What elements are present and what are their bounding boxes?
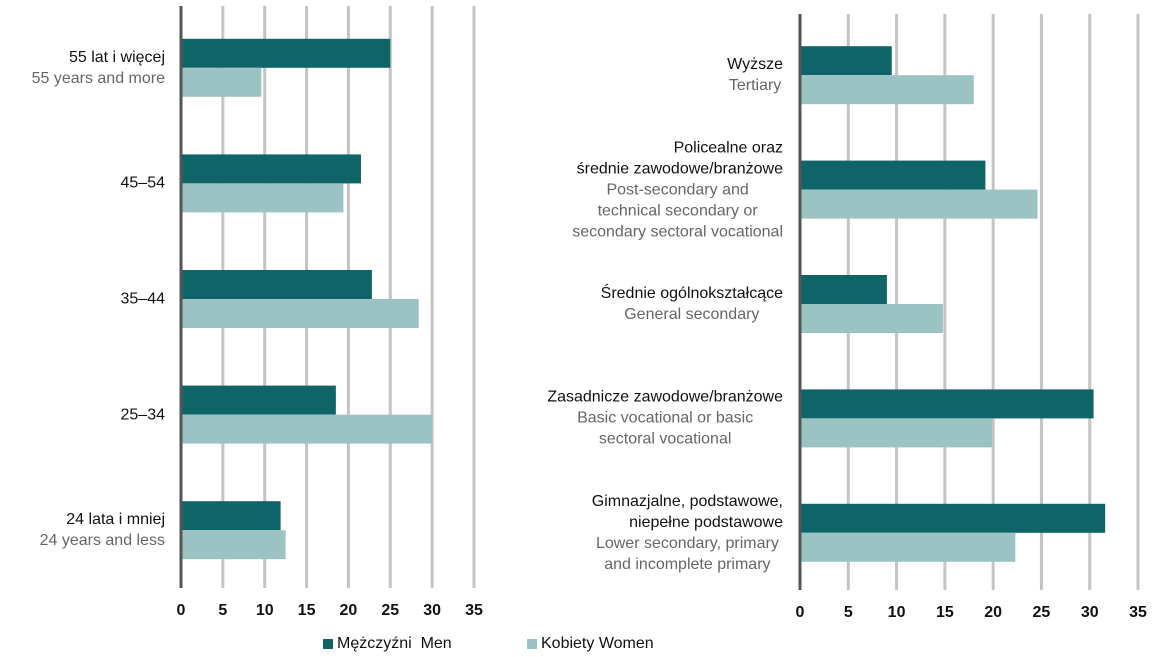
- x-tick-label: 35: [1129, 604, 1147, 621]
- x-tick-label: 5: [218, 602, 227, 619]
- bar: [800, 46, 892, 76]
- category-name-en: Lower secondary, primary and incomplete …: [595, 534, 779, 573]
- bar: [800, 75, 974, 105]
- category-name: 35–44: [120, 290, 166, 308]
- category-name: 55 lat i więcej: [68, 48, 165, 66]
- x-tick-label: 10: [256, 602, 274, 619]
- x-tick-label: 5: [844, 604, 853, 621]
- category-name: 25–34: [120, 406, 166, 424]
- category-name: Zasadnicze zawodowe/branżowe: [547, 388, 783, 406]
- category-name: 45–54: [120, 174, 166, 192]
- bar: [800, 160, 986, 190]
- category-name-en: Tertiary: [728, 77, 782, 95]
- x-tick-label: 10: [888, 604, 906, 621]
- x-tick-label: 0: [177, 602, 186, 619]
- x-tick-label: 0: [796, 604, 805, 621]
- bar: [181, 501, 281, 531]
- category-name-en: Post-secondary and technical secondary o…: [572, 181, 783, 241]
- legend-label: Mężczyźni Men: [337, 635, 452, 652]
- x-tick-label: 25: [1033, 604, 1051, 621]
- bar: [800, 389, 1094, 419]
- legend-swatch: [527, 639, 537, 649]
- category-name: Średnie ogólnokształcące: [600, 285, 783, 302]
- category-label: 24 lata i mniej 24 years and less: [40, 509, 165, 551]
- category-name-en: General secondary: [624, 306, 760, 323]
- x-tick-label: 25: [381, 602, 399, 619]
- category-name-en: Basic vocational or basic sectoral vocat…: [577, 409, 754, 448]
- bar: [800, 532, 1016, 562]
- bar: [181, 38, 391, 68]
- category-name-en: 24 years and less: [39, 532, 165, 550]
- bar: [181, 299, 419, 328]
- category-label: Zasadnicze zawodowe/branżowe Basic vocati…: [547, 387, 783, 450]
- category-name: Wyższe: [727, 56, 783, 74]
- bar: [800, 275, 887, 304]
- bar: [800, 189, 1038, 219]
- category-name-en: 55 years and more: [31, 69, 165, 87]
- category-name: Gimnazjalne, podstawowe, niepełne podsta…: [591, 492, 783, 531]
- legend-item: Kobiety Women: [527, 635, 654, 653]
- bar: [800, 503, 1106, 533]
- bar: [181, 414, 433, 444]
- category-label: 45–54: [121, 173, 166, 194]
- x-tick-label: 20: [984, 604, 1002, 621]
- category-label: 25–34: [121, 404, 166, 425]
- x-tick-label: 20: [340, 602, 358, 619]
- legend-item: Mężczyźni Men: [323, 635, 452, 653]
- bar: [181, 530, 286, 560]
- bar: [181, 154, 361, 184]
- x-tick-label: 30: [423, 602, 441, 619]
- category-label: 55 lat i więcej 55 years and more: [32, 47, 165, 89]
- bar: [800, 304, 943, 333]
- category-label: Policealne oraz średnie zawodowe/branżow…: [572, 137, 783, 242]
- legend-label: Kobiety Women: [541, 635, 654, 652]
- x-tick-label: 35: [465, 602, 483, 619]
- category-name: Policealne oraz średnie zawodowe/branżow…: [576, 139, 783, 178]
- category-label: Gimnazjalne, podstawowe, niepełne podsta…: [592, 491, 783, 575]
- category-label: Średnie ogólnokształcące General secondar…: [601, 283, 783, 325]
- x-tick-label: 15: [936, 604, 954, 621]
- x-tick-label: 15: [298, 602, 316, 619]
- category-label: 35–44: [121, 289, 166, 310]
- category-name: 24 lata i mniej: [66, 511, 165, 529]
- bar: [181, 67, 262, 97]
- legend-swatch: [323, 639, 333, 649]
- bar: [181, 270, 372, 299]
- category-label: Wyższe Tertiary: [727, 54, 783, 96]
- x-tick-label: 30: [1081, 604, 1099, 621]
- bar: [800, 418, 993, 448]
- bar: [181, 183, 344, 213]
- bar: [181, 385, 336, 415]
